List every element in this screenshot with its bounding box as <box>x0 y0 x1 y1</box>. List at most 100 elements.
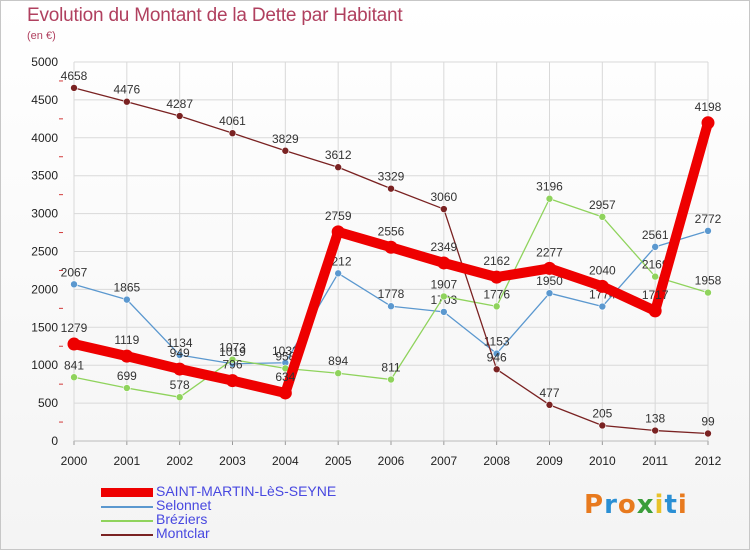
data-point <box>123 295 131 304</box>
data-point <box>123 97 131 106</box>
y-tick-label: 1000 <box>31 358 58 372</box>
data-label: 2957 <box>589 198 616 212</box>
legend-swatch <box>101 534 153 536</box>
data-point <box>598 421 607 430</box>
y-tick-label: 500 <box>38 396 58 410</box>
data-point <box>70 373 78 382</box>
data-point <box>492 349 501 358</box>
data-point <box>440 292 448 301</box>
logo-letter: r <box>604 490 618 520</box>
data-label: 2772 <box>695 212 722 226</box>
x-tick-label: 2005 <box>325 454 352 468</box>
y-tick-label: 0 <box>51 434 58 448</box>
data-label: 99 <box>701 414 715 428</box>
data-point <box>492 302 501 311</box>
data-label: 1073 <box>219 341 246 355</box>
data-label: 2349 <box>430 240 457 254</box>
data-point <box>123 384 131 392</box>
data-label: 138 <box>645 412 665 426</box>
data-label: 1153 <box>484 335 510 349</box>
data-label: 3612 <box>325 148 352 162</box>
data-point <box>387 184 395 193</box>
data-point <box>545 289 554 297</box>
data-label: 894 <box>328 354 348 368</box>
y-tick-label: 5000 <box>31 55 58 69</box>
data-point <box>490 270 504 284</box>
data-point <box>278 386 292 400</box>
data-point <box>651 243 659 251</box>
data-point <box>175 351 184 359</box>
data-label: 2556 <box>378 224 405 238</box>
proxiti-logo: Proxiti <box>584 490 688 520</box>
data-point <box>704 429 712 438</box>
y-tick-label: 4000 <box>31 131 58 145</box>
legend-label: Bréziers <box>156 511 208 527</box>
data-point <box>598 302 607 311</box>
data-point <box>334 163 342 172</box>
x-tick-label: 2011 <box>642 454 668 468</box>
data-point <box>281 146 290 155</box>
data-point <box>120 349 134 363</box>
x-tick-label: 2012 <box>695 454 722 468</box>
data-point <box>440 308 448 316</box>
data-point <box>595 279 609 293</box>
data-label: 578 <box>170 378 190 392</box>
data-label: 1717 <box>642 288 669 302</box>
data-label: 1776 <box>483 287 510 301</box>
data-point <box>331 225 345 239</box>
data-point <box>437 256 451 270</box>
data-point <box>226 374 239 388</box>
data-point <box>440 205 448 213</box>
logo-letter: i <box>654 490 665 520</box>
data-label: 3329 <box>378 170 405 184</box>
data-label: 1958 <box>695 274 722 288</box>
data-point <box>334 269 342 278</box>
x-tick-label: 2004 <box>272 454 299 468</box>
data-point <box>228 355 237 364</box>
y-tick-label: 1500 <box>31 320 58 334</box>
y-tick-label: 2500 <box>31 245 58 259</box>
data-point <box>70 84 78 92</box>
data-label: 2759 <box>325 209 352 223</box>
x-tick-label: 2008 <box>483 454 510 468</box>
data-label: 3060 <box>430 190 457 204</box>
logo-letter: t <box>664 490 678 520</box>
data-label: 4476 <box>113 83 140 97</box>
x-tick-label: 2007 <box>430 454 457 468</box>
x-tick-label: 2009 <box>536 454 563 468</box>
data-label: 634 <box>275 370 295 384</box>
logo-letter: P <box>584 490 605 520</box>
logo-letter: o <box>617 490 637 520</box>
data-point <box>228 129 237 137</box>
data-point <box>384 240 398 254</box>
chart-subtitle: (en €) <box>27 30 56 42</box>
data-label: 205 <box>592 406 612 420</box>
data-label: 841 <box>64 358 84 372</box>
data-point <box>598 213 607 221</box>
data-label: 946 <box>487 350 507 364</box>
data-point <box>545 401 554 409</box>
data-point <box>651 272 659 281</box>
data-label: 4198 <box>695 100 722 114</box>
y-tick-label: 4500 <box>31 93 58 107</box>
data-label: 1119 <box>114 333 139 347</box>
data-label: 4061 <box>219 114 246 128</box>
y-tick-label: 3000 <box>31 207 58 221</box>
data-label: 949 <box>170 346 190 360</box>
data-point <box>701 116 715 130</box>
data-label: 2162 <box>483 254 510 268</box>
data-point <box>651 426 659 435</box>
data-point <box>70 280 78 289</box>
data-label: 3196 <box>536 180 563 194</box>
data-point <box>173 362 187 376</box>
x-tick-label: 2006 <box>378 454 405 468</box>
data-label: 4658 <box>61 69 88 83</box>
legend-label: Selonnet <box>156 497 212 513</box>
data-label: 1032 <box>272 344 299 358</box>
data-point <box>175 112 184 120</box>
x-tick-label: 2001 <box>113 454 140 468</box>
data-label: 1279 <box>61 321 88 335</box>
legend-label: SAINT-MARTIN-LèS-SEYNE <box>156 483 337 499</box>
